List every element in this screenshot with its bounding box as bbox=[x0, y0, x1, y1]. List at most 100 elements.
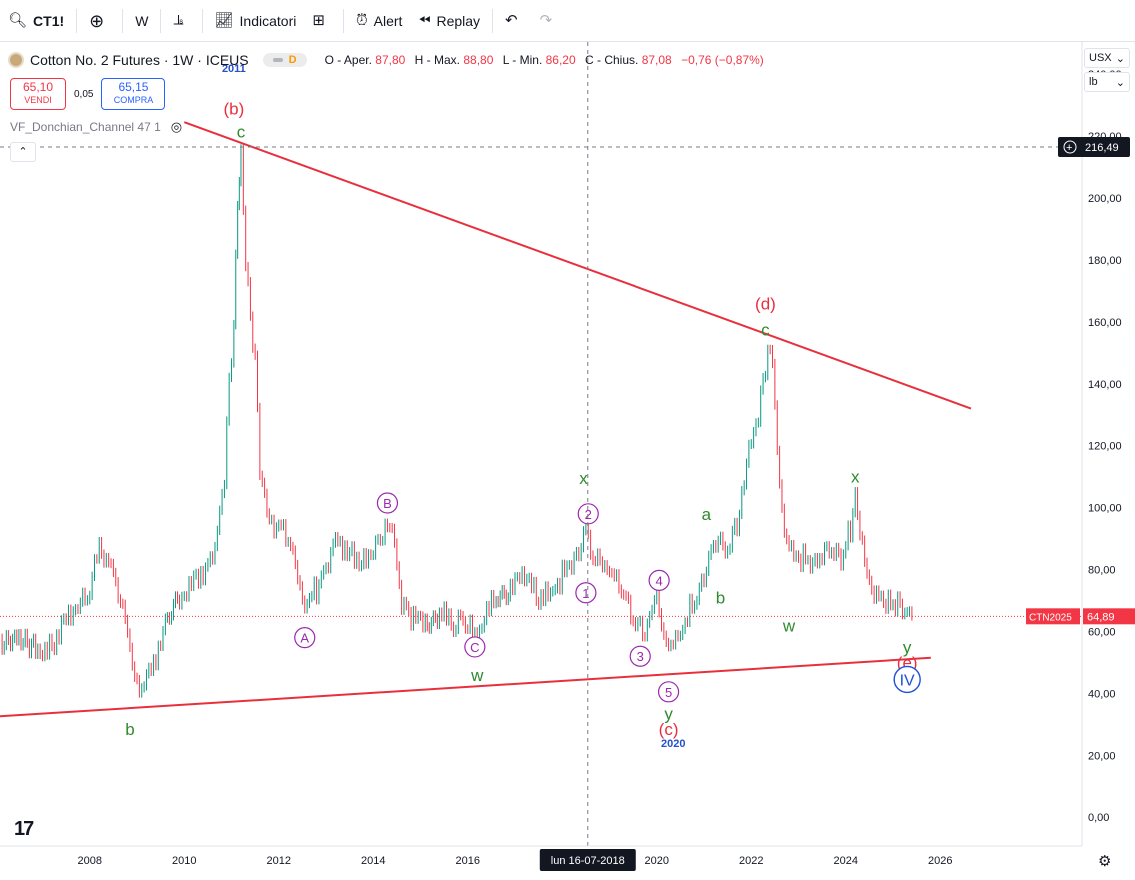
toolbar-divider bbox=[160, 8, 162, 33]
wave-label: b bbox=[716, 588, 725, 607]
wave-label: w bbox=[470, 666, 484, 685]
y-tick-label: 180,00 bbox=[1088, 255, 1122, 267]
last-price-value: 64,89 bbox=[1087, 611, 1115, 623]
wave-label: 5 bbox=[665, 685, 672, 700]
tradingview-logo[interactable]: 17 bbox=[14, 818, 34, 840]
wave-label: (b) bbox=[223, 99, 244, 118]
buy-button[interactable]: 65,15 COMPRA bbox=[101, 78, 166, 110]
wave-label: (d) bbox=[755, 294, 776, 313]
sell-button[interactable]: 65,10 VENDI bbox=[10, 78, 66, 110]
toolbar-divider bbox=[122, 8, 124, 33]
indicator-legend[interactable]: VF_Donchian_Channel 47 1 ◎ bbox=[10, 119, 182, 135]
unit-select[interactable]: lb ⌄ bbox=[1084, 72, 1130, 92]
redo-button[interactable]: ↷ bbox=[532, 0, 567, 42]
wave-label: (c) bbox=[659, 720, 679, 739]
x-tick-label: 2008 bbox=[78, 855, 102, 867]
close-value: 87,08 bbox=[641, 53, 672, 67]
sell-price: 65,10 bbox=[22, 80, 54, 94]
indicators-button[interactable]: 📈︎ Indicatori bbox=[207, 0, 305, 42]
chart-type-button[interactable]: ⫡ bbox=[165, 0, 197, 42]
replay-label: Replay bbox=[436, 12, 481, 29]
last-price-symbol-tag bbox=[1026, 608, 1080, 625]
year-label: 2020 bbox=[661, 738, 685, 750]
buy-label: COMPRA bbox=[113, 95, 154, 105]
interval-button[interactable]: W bbox=[127, 0, 156, 42]
price-axis bbox=[1082, 42, 1135, 880]
collapse-legend-button[interactable]: ⌃ bbox=[10, 142, 36, 162]
indicator-name: VF_Donchian_Channel 47 1 bbox=[10, 120, 161, 134]
high-label: H - Max. bbox=[414, 53, 460, 67]
last-price-tag bbox=[1083, 608, 1135, 625]
x-tick-label: 2010 bbox=[172, 855, 196, 867]
wave-circle bbox=[575, 582, 597, 604]
wave-label: c bbox=[761, 321, 770, 340]
undo-button[interactable]: ↶ bbox=[497, 0, 532, 42]
toolbar-divider bbox=[76, 8, 78, 33]
chart-legend: Cotton No. 2 Futures · 1W · ICEUS D O - … bbox=[8, 52, 770, 68]
crosshair-price-tag bbox=[1058, 136, 1130, 157]
low-value: 86,20 bbox=[545, 53, 576, 67]
redo-icon: ↷ bbox=[539, 12, 553, 29]
y-tick-label: 40,00 bbox=[1088, 688, 1116, 700]
low-label: L - Min. bbox=[502, 53, 543, 67]
y-tick-label: 200,00 bbox=[1088, 193, 1122, 205]
cotton-logo-icon bbox=[8, 52, 24, 68]
wave-label: IV bbox=[900, 672, 915, 689]
toolbar-divider bbox=[201, 8, 203, 33]
chevron-down-icon: ⌄ bbox=[1115, 52, 1125, 65]
trendlines[interactable] bbox=[0, 121, 972, 718]
wave-label: y bbox=[903, 638, 912, 657]
x-tick-label: 2024 bbox=[834, 855, 858, 867]
x-tick-label: 2012 bbox=[267, 855, 291, 867]
open-label: O - Aper. bbox=[324, 53, 372, 67]
plus-circle-icon bbox=[1063, 140, 1077, 154]
x-tick-label: 2014 bbox=[361, 855, 385, 867]
toolbar-divider bbox=[342, 8, 344, 33]
x-tick-label: 2026 bbox=[928, 855, 952, 867]
wave-label: C bbox=[470, 640, 479, 655]
interval-label: W bbox=[135, 12, 149, 29]
chart-area[interactable]: 2011(b)cbABCwx21435y(c)2020ab(d)cwxy(e)I… bbox=[0, 42, 1135, 880]
y-tick-label: 20,00 bbox=[1088, 750, 1116, 762]
top-toolbar: 🔍︎ CT1! ⊕ W ⫡ 📈︎ Indicatori ⊞ ⏰︎ Alert ⏪… bbox=[0, 0, 1135, 42]
gear-icon[interactable]: ⚙︎ bbox=[1098, 853, 1112, 870]
wave-label: a bbox=[702, 505, 712, 524]
wave-labels: 2011(b)cbABCwx21435y(c)2020ab(d)cwxy(e)I… bbox=[125, 63, 921, 750]
symbol-label: CT1! bbox=[33, 12, 65, 29]
ohlc-values: O - Aper. 87,80 H - Max. 88,80 L - Min. … bbox=[325, 53, 770, 67]
year-label: 2011 bbox=[222, 63, 246, 75]
y-tick-label: 100,00 bbox=[1088, 503, 1122, 515]
delayed-badge[interactable]: D bbox=[262, 53, 307, 67]
last-price-symbol: CTN2025 bbox=[1029, 612, 1072, 623]
bars-chart-icon: ⫡ bbox=[173, 12, 184, 29]
delayed-badge-label: D bbox=[288, 54, 297, 66]
wave-circle bbox=[648, 569, 670, 591]
rewind-icon: ⏪︎ bbox=[418, 12, 431, 29]
currency-select[interactable]: USX ⌄ bbox=[1084, 48, 1130, 68]
unit-selector: USX ⌄ lb ⌄ bbox=[1084, 48, 1130, 96]
crosshair-date-label: lun 16-07-2018 bbox=[551, 855, 625, 867]
indicators-label: Indicatori bbox=[239, 12, 297, 29]
plus-circle-icon: ⊕ bbox=[89, 10, 105, 31]
unit-label: lb bbox=[1089, 76, 1098, 88]
y-tick-label: 0,00 bbox=[1088, 812, 1109, 824]
eye-slash-icon[interactable]: ◎ bbox=[170, 119, 183, 134]
replay-button[interactable]: ⏪︎ Replay bbox=[410, 0, 488, 42]
symbol-search-button[interactable]: 🔍︎ CT1! bbox=[0, 0, 72, 42]
wave-label: y bbox=[664, 704, 673, 723]
wave-label: c bbox=[237, 122, 246, 141]
x-tick-label: 2022 bbox=[739, 855, 763, 867]
legend-title: Cotton No. 2 Futures · 1W · ICEUS bbox=[30, 52, 249, 68]
layouts-button[interactable]: ⊞ bbox=[304, 0, 339, 42]
x-tick-label: 2016 bbox=[456, 855, 480, 867]
sell-label: VENDI bbox=[24, 95, 52, 105]
search-icon: 🔍︎ bbox=[8, 12, 28, 29]
wave-label: 1 bbox=[582, 586, 589, 601]
compare-symbol-button[interactable]: ⊕ bbox=[81, 0, 118, 42]
alert-button[interactable]: ⏰︎ Alert bbox=[348, 0, 411, 42]
wave-label: A bbox=[300, 631, 309, 646]
price-chart[interactable]: 2011(b)cbABCwx21435y(c)2020ab(d)cwxy(e)I… bbox=[0, 42, 1135, 880]
wave-circle bbox=[657, 681, 680, 703]
undo-icon: ↶ bbox=[505, 12, 518, 29]
wave-label: 4 bbox=[656, 573, 663, 588]
